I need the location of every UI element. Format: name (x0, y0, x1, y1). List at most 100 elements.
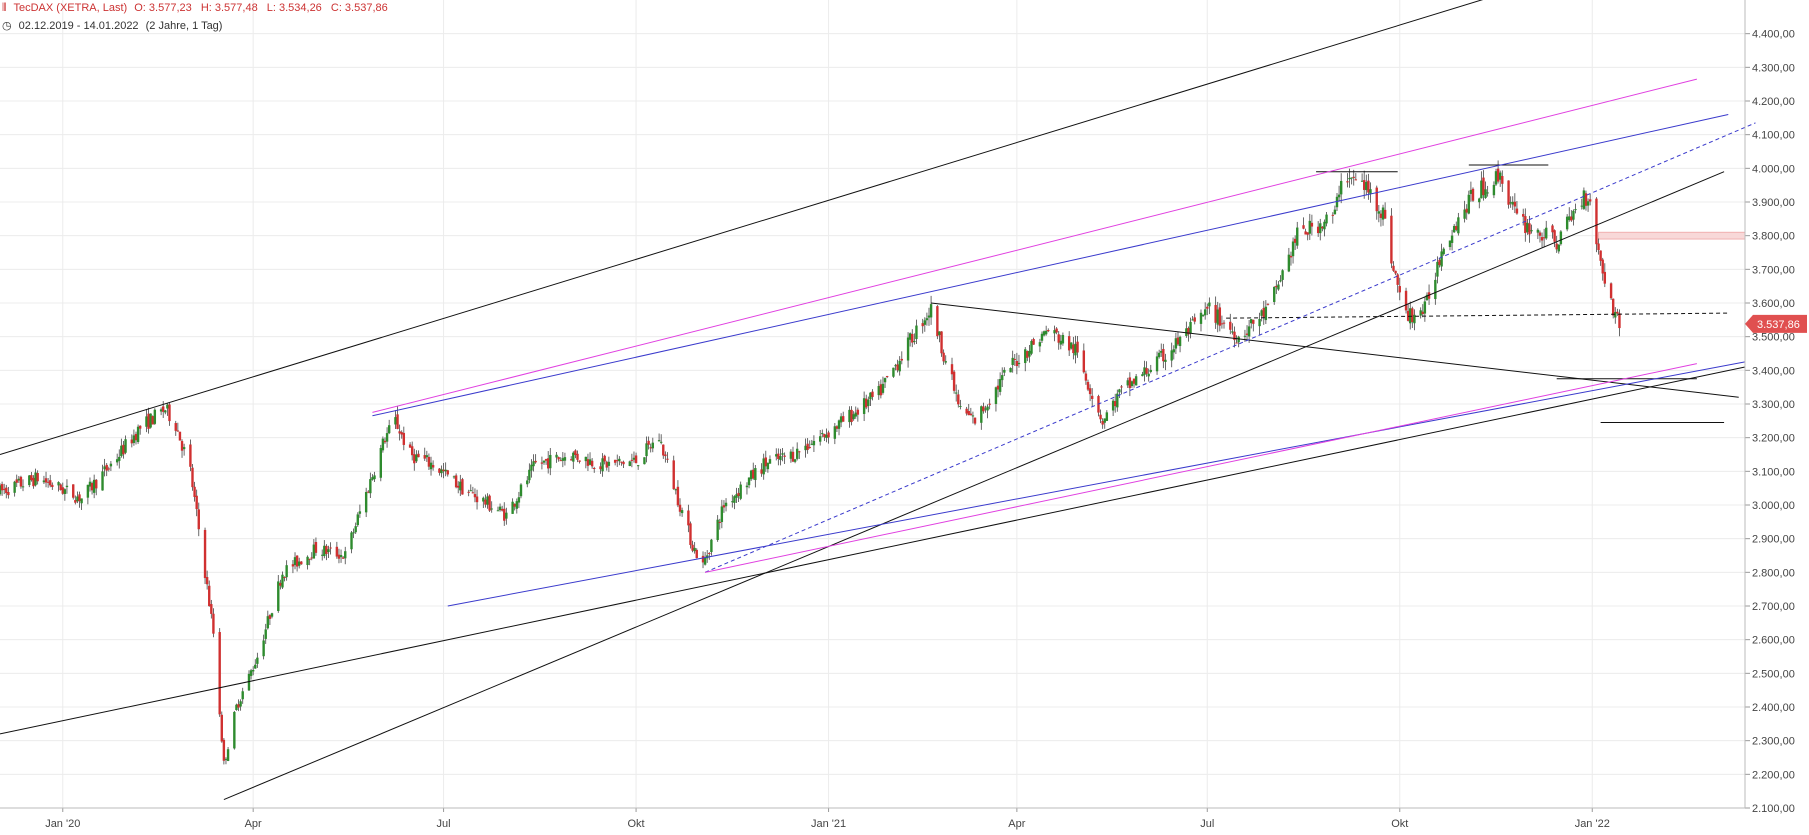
candle-body (1434, 279, 1437, 300)
candle-body (182, 447, 186, 450)
candle-body (687, 510, 690, 526)
candle-body (473, 494, 477, 498)
candle-body (17, 478, 21, 481)
y-tick-label: 3.600,00 (1752, 298, 1795, 310)
candle-body (283, 577, 286, 579)
candle-body (546, 458, 550, 469)
last-price-marker: 3.537,86 (1745, 314, 1807, 333)
y-tick-label: 2.700,00 (1752, 601, 1795, 613)
candle-body (1149, 369, 1152, 372)
candle-body (107, 468, 111, 470)
grid-lines (0, 0, 1745, 809)
x-tick-label: Okt (628, 818, 645, 830)
candle-body (251, 669, 255, 672)
candle-body (555, 454, 558, 458)
candle-body (1055, 328, 1058, 333)
candle-body (1237, 336, 1240, 343)
candle-body (482, 497, 485, 502)
candle-body (883, 378, 887, 383)
candle-body (938, 331, 941, 335)
candle-body (226, 749, 230, 761)
candle-body (400, 432, 403, 435)
candle-body (130, 439, 134, 444)
candle-body (664, 454, 667, 457)
candle-body (1507, 180, 1510, 205)
trendline-blue (372, 113, 1729, 417)
candle-body (1482, 177, 1485, 196)
y-tick-label: 4.000,00 (1752, 163, 1795, 175)
resistance-zone (1598, 231, 1746, 240)
x-tick-label: Jul (1200, 818, 1214, 830)
candle-body (823, 433, 826, 438)
candle-body (906, 337, 910, 361)
x-tick-label: Okt (1391, 818, 1408, 830)
candle-body (1291, 241, 1295, 257)
candle-body (136, 426, 140, 442)
candle-body (327, 549, 330, 553)
candle-body (511, 501, 514, 514)
candle-body (703, 558, 707, 565)
ohlc-open: O: 3.577,23 (134, 2, 192, 14)
candle-body (1595, 198, 1598, 245)
candle-body (842, 416, 845, 422)
candle-body (364, 492, 368, 513)
date-range[interactable]: 02.12.2019 - 14.01.2022 (18, 20, 139, 32)
candle-body (676, 486, 680, 506)
candle-body (718, 521, 721, 523)
candle-body (944, 361, 947, 363)
candle-body (940, 331, 943, 354)
instrument-name[interactable]: TecDAX (XETRA, Last) (13, 2, 128, 14)
candle-body (1501, 176, 1504, 184)
candle-body (1383, 209, 1387, 219)
candle-body (896, 364, 899, 371)
candle-body (1084, 373, 1088, 381)
candle-body (241, 691, 244, 700)
candle-body (620, 461, 623, 463)
candle-body (1233, 331, 1236, 341)
candle-body (1337, 194, 1341, 198)
candle-body (256, 657, 259, 664)
candle-body (1323, 221, 1326, 230)
candle-body (1599, 250, 1602, 261)
candle-body (208, 585, 211, 607)
candle-body (1568, 216, 1571, 221)
candle-body (965, 408, 968, 414)
candle-body (76, 496, 79, 502)
candle-body (7, 492, 10, 496)
candle-body (65, 485, 69, 488)
candle-body (1279, 280, 1282, 282)
candle-body (344, 551, 347, 559)
candle-body (852, 414, 855, 420)
candle-body (1111, 400, 1115, 411)
candle-body (1061, 335, 1065, 344)
candle-body (605, 461, 608, 468)
candle-body (607, 461, 611, 466)
candle-body (1586, 201, 1590, 206)
candle-body (440, 469, 443, 474)
candle-body (503, 508, 506, 521)
candle-body (586, 459, 590, 466)
candle-body (1350, 177, 1353, 179)
candle-body (636, 465, 640, 467)
candle-body (1088, 388, 1092, 395)
candle-body (1450, 235, 1454, 243)
candle-body (559, 460, 562, 462)
candle-body (88, 481, 92, 487)
candle-body (1538, 232, 1542, 236)
candle-body (574, 450, 577, 455)
candle-body (791, 451, 795, 462)
candle-body (783, 455, 786, 457)
candle-body (1260, 310, 1263, 316)
candle-body (572, 452, 575, 462)
candle-body (1331, 214, 1335, 216)
clock-icon: ◷ (2, 20, 12, 32)
candle-body (754, 468, 757, 481)
y-tick-label: 3.500,00 (1752, 332, 1795, 344)
candle-body (1132, 378, 1136, 384)
candle-chart-icon: ⫴ (2, 2, 7, 14)
candle-body (233, 711, 236, 749)
candle-body (549, 454, 552, 469)
candle-body (766, 462, 770, 470)
candle-body (1471, 188, 1475, 201)
candle-body (1040, 333, 1044, 341)
